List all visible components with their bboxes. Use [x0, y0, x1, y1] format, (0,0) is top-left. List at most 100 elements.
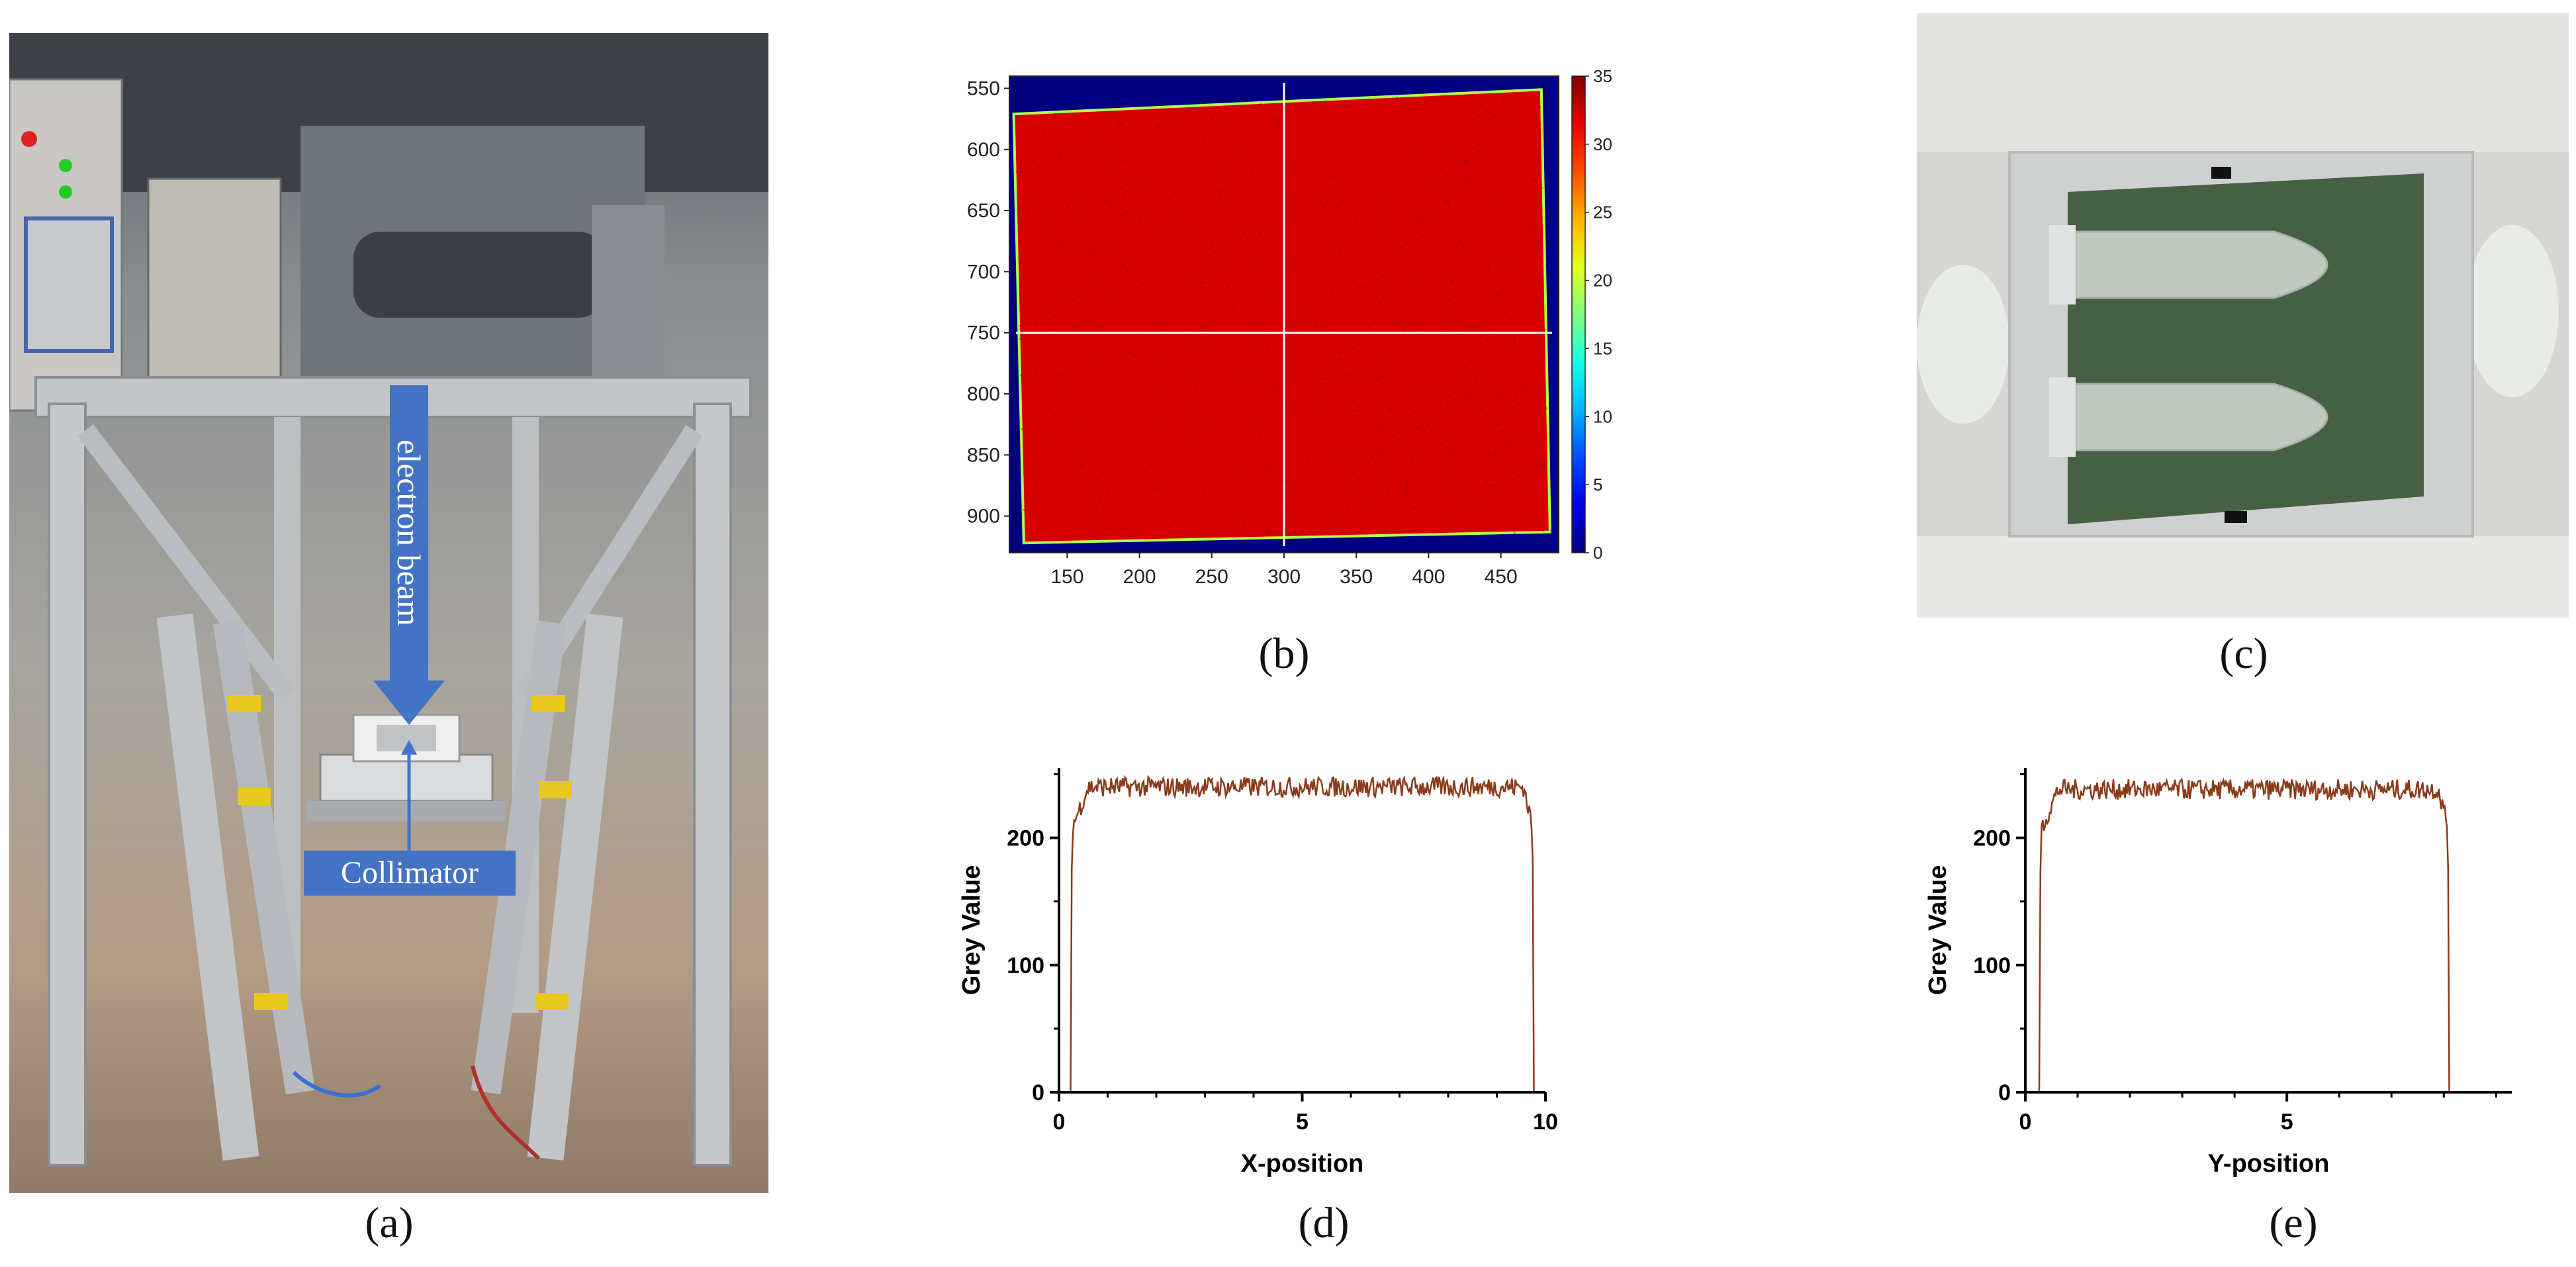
heatmap-speckle [1104, 143, 1107, 146]
heatmap-speckle [1081, 144, 1084, 147]
heatmap-speckle [1469, 226, 1471, 229]
heatmap-speckle [1046, 428, 1048, 430]
heatmap-speckle [1230, 227, 1233, 230]
heatmap-speckle [1378, 201, 1381, 204]
heatmap-speckle [1520, 450, 1523, 453]
x-tick-label: 150 [1050, 566, 1083, 588]
heatmap-speckle [1355, 457, 1357, 459]
heatmap-speckle [1119, 186, 1122, 189]
heatmap-speckle [1066, 205, 1069, 208]
heatmap-speckle [1305, 145, 1308, 148]
heatmap-speckle [1105, 196, 1107, 199]
heatmap-speckle [1122, 158, 1125, 161]
heatmap-speckle [1219, 493, 1222, 495]
heatmap-speckle [1377, 351, 1380, 353]
heatmap-speckle [1500, 179, 1502, 182]
heatmap-speckle [1489, 387, 1491, 390]
heatmap-speckle [1019, 324, 1021, 327]
heatmap-speckle [1350, 420, 1352, 423]
heatmap-speckle [1487, 312, 1490, 314]
y-tick-label: 200 [1973, 826, 2011, 851]
heatmap-speckle [1175, 421, 1177, 424]
heatmap-speckle [1483, 148, 1485, 151]
heatmap-speckle [1418, 216, 1420, 218]
heatmap-speckle [1079, 294, 1081, 297]
heatmap-speckle [1492, 115, 1495, 117]
y-tick-label: 700 [967, 261, 1000, 283]
heatmap-speckle [1323, 528, 1326, 530]
heatmap-speckle [1448, 395, 1451, 397]
heatmap-speckle [1406, 320, 1408, 323]
heatmap-speckle [1281, 344, 1284, 347]
heatmap-speckle [1110, 204, 1113, 207]
heatmap-speckle [1365, 126, 1367, 129]
heatmap-speckle [1534, 179, 1536, 182]
heatmap-speckle [1444, 199, 1447, 202]
heatmap-speckle [1410, 134, 1412, 136]
heatmap-speckle [1090, 220, 1093, 223]
heatmap-speckle [1416, 427, 1418, 430]
heatmap-speckle [1465, 161, 1468, 164]
heatmap-speckle [1050, 280, 1053, 283]
heatmap-speckle [1301, 505, 1303, 508]
heatmap-speckle [1278, 499, 1281, 502]
setup-photo-illustration [9, 33, 768, 1166]
heatmap-speckle [1247, 510, 1250, 513]
heatmap-speckle [1264, 295, 1266, 298]
heatmap-speckle [1044, 236, 1046, 238]
heatmap-speckle [1457, 263, 1459, 266]
heatmap-speckle [1015, 170, 1018, 173]
heatmap-speckle [1055, 424, 1058, 427]
colorbar-tick-label: 10 [1593, 406, 1612, 426]
heatmap-speckle [1089, 506, 1092, 508]
heatmap-speckle [1514, 161, 1517, 164]
heatmap-speckle [1100, 330, 1103, 332]
heatmap-speckle [1433, 464, 1436, 467]
heatmap-speckle [1504, 414, 1506, 417]
colorbar-tick-label: 30 [1593, 134, 1612, 154]
heatmap-speckle [1116, 524, 1119, 527]
heatmap-speckle [1242, 522, 1245, 525]
heatmap-speckle [1081, 506, 1083, 509]
heatmap-speckle [1312, 484, 1315, 487]
heatmap-speckle [1416, 254, 1419, 257]
heatmap-speckle [1381, 475, 1383, 478]
heatmap-speckle [1250, 171, 1252, 174]
y-tick-label: 850 [967, 444, 1000, 466]
colorbar-tick-label: 25 [1593, 203, 1612, 222]
heatmap-speckle [1167, 109, 1170, 111]
heatmap-speckle [1025, 168, 1027, 171]
heatmap-speckle [1121, 213, 1123, 216]
heatmap-speckle [1387, 369, 1389, 372]
heatmap-speckle [1418, 440, 1421, 442]
heatmap-speckle [1070, 342, 1073, 345]
heatmap-speckle [1185, 289, 1188, 291]
heatmap-speckle [1260, 271, 1262, 273]
heatmap-speckle [1036, 474, 1039, 477]
heatmap-speckle [1268, 454, 1271, 457]
heatmap-speckle [1172, 235, 1174, 238]
heatmap-speckle [1465, 383, 1468, 386]
heatmap-speckle [1084, 261, 1087, 263]
heatmap-speckle [1386, 221, 1389, 224]
heatmap-speckle [1129, 454, 1132, 457]
heatmap-speckle [1404, 490, 1406, 493]
heatmap-speckle [1334, 375, 1336, 377]
heatmap-speckle [1224, 158, 1227, 161]
heatmap-speckle [1035, 361, 1038, 363]
heatmap-speckle [1153, 479, 1156, 481]
x-tick-label: 0 [1053, 1109, 1066, 1135]
y-tick-label: 600 [967, 139, 1000, 161]
heatmap-speckle [1359, 287, 1361, 289]
heatmap-speckle [1424, 521, 1426, 524]
heatmap-speckle [1173, 216, 1175, 219]
heatmap-speckle [1227, 183, 1230, 185]
heatmap-speckle [1242, 232, 1245, 234]
heatmap-speckle [1451, 279, 1453, 282]
heatmap-speckle [1131, 265, 1134, 267]
heatmap-speckle [1227, 285, 1230, 288]
heatmap-speckle [1301, 294, 1303, 297]
heatmap-speckle [1326, 454, 1328, 457]
heatmap-speckle [1465, 176, 1467, 179]
heatmap-speckle [1387, 502, 1390, 504]
